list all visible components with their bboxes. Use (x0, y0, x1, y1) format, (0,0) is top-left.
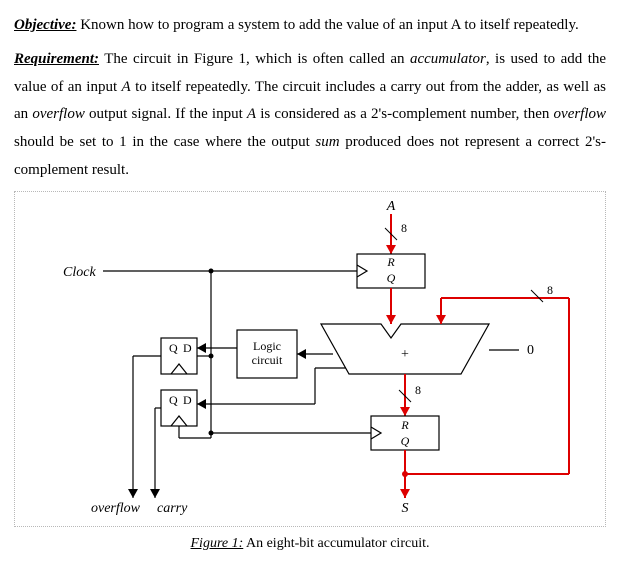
req-t6: should be set to 1 in the case where the… (14, 134, 310, 150)
qd-bot-Q: Q (169, 393, 178, 407)
accumulator-diagram: A 8 R Q Clock + 8 0 8 R Q S Logic circui… (21, 198, 595, 520)
req-accumulator: accumulator (410, 51, 486, 67)
req-overflow2: overflow (554, 106, 607, 122)
qd-bot-D: D (183, 393, 192, 407)
requirement-label: Requirement: (14, 51, 99, 67)
figure-container: A 8 R Q Clock + 8 0 8 R Q S Logic circui… (14, 191, 606, 527)
label-Q1: Q (387, 271, 396, 285)
label-circuit: circuit (252, 353, 283, 367)
req-t5: is considered as a 2's-complement number… (260, 106, 549, 122)
req-A1: A (122, 79, 131, 95)
label-Q2: Q (401, 434, 410, 448)
label-overflow: overflow (91, 501, 141, 516)
figure-caption-text: An eight-bit accumulator circuit. (246, 536, 430, 551)
label-R1: R (386, 255, 395, 269)
objective-paragraph: Objective: Known how to program a system… (14, 12, 606, 40)
label-logic: Logic (253, 339, 281, 353)
figure-caption: Figure 1: An eight-bit accumulator circu… (14, 531, 606, 557)
label-plus: + (401, 347, 409, 362)
req-overflow1: overflow (32, 106, 85, 122)
requirement-paragraph: Requirement: The circuit in Figure 1, wh… (14, 46, 606, 185)
label-R2: R (400, 418, 409, 432)
label-clock: Clock (63, 265, 96, 280)
req-sum: sum (315, 134, 339, 150)
req-t1: The circuit in Figure 1, which is often … (104, 51, 404, 67)
req-t4: output signal. If the input (89, 106, 243, 122)
bits-c: 8 (415, 383, 421, 397)
objective-label: Objective: (14, 17, 76, 33)
label-zero: 0 (527, 343, 534, 358)
figure-caption-label: Figure 1: (191, 536, 244, 551)
qd-top-D: D (183, 341, 192, 355)
bits-b: 8 (547, 283, 553, 297)
objective-text: Known how to program a system to add the… (80, 17, 579, 33)
label-carry: carry (157, 501, 188, 516)
label-A: A (386, 199, 396, 214)
label-S: S (402, 501, 409, 516)
req-A2: A (247, 106, 256, 122)
bits-a: 8 (401, 221, 407, 235)
qd-top-Q: Q (169, 341, 178, 355)
